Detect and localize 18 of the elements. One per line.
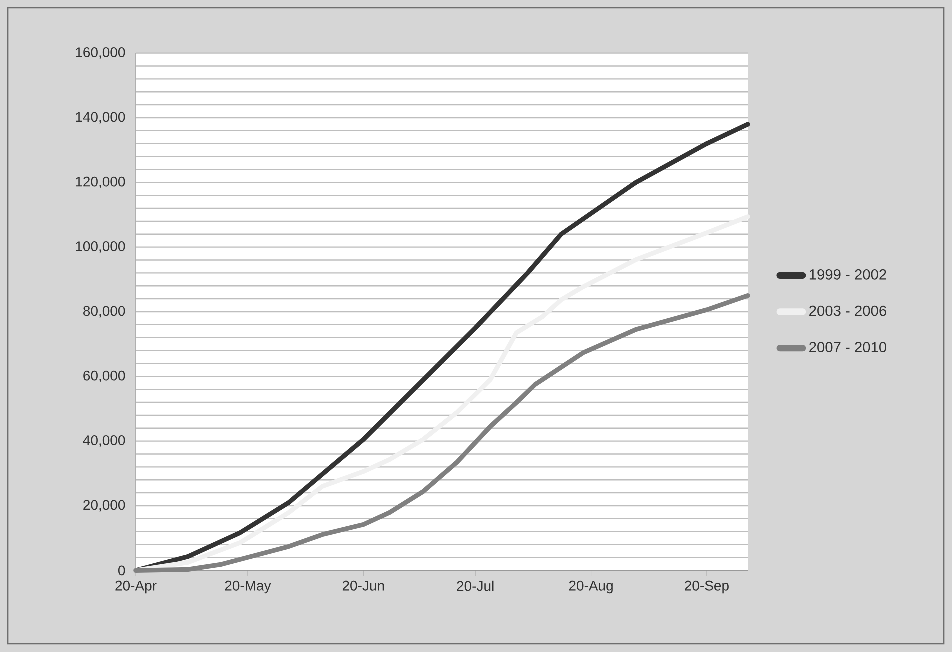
y-tick-label: 160,000 [76, 48, 126, 60]
legend-label: 1999 - 2002 [810, 269, 886, 280]
y-tick-label: 80,000 [84, 306, 126, 318]
y-tick-label: 40,000 [83, 436, 126, 448]
y-tick-label: 120,000 [76, 176, 126, 188]
x-tick-label: 20-Aug [569, 580, 613, 594]
x-tick-label: 20-Jun [342, 580, 384, 591]
y-tick-label: 20,000 [84, 500, 126, 512]
legend-label: 2007 - 2010 [810, 342, 887, 353]
x-tick-label: 20-May [225, 580, 272, 594]
x-tick-label: 20-Jul [457, 580, 494, 592]
x-tick-label: 20-Sep [685, 580, 729, 594]
y-tick-label: 60,000 [84, 370, 126, 382]
y-tick-label: 0 [118, 566, 126, 576]
x-tick-label: 20-Apr [116, 580, 157, 594]
y-tick-label: 100,000 [76, 242, 126, 254]
legend-label: 2003 - 2006 [810, 306, 886, 316]
y-tick-label: 140,000 [76, 112, 126, 124]
